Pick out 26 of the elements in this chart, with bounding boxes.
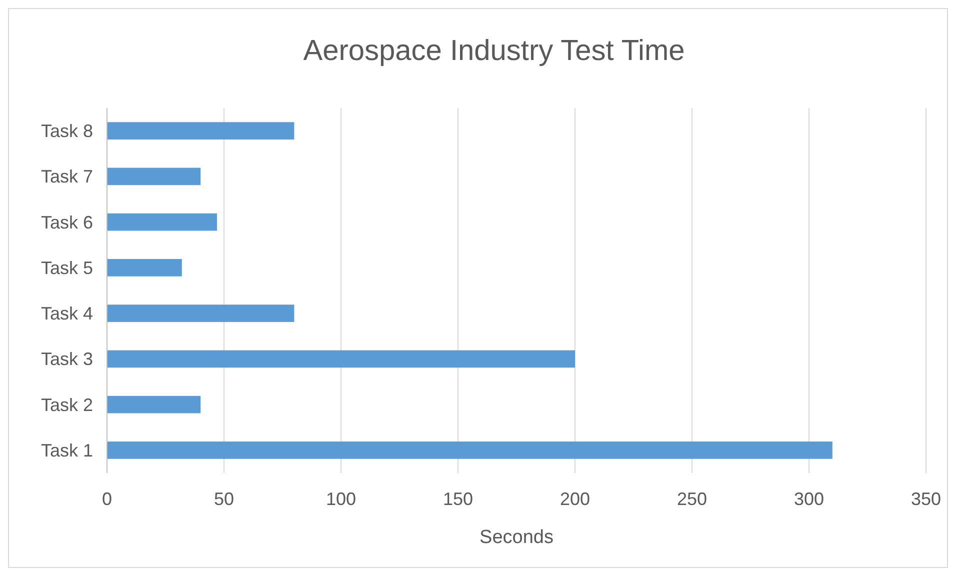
bar: [107, 350, 575, 368]
bar: [107, 304, 294, 322]
y-tick-label: Task 7: [40, 166, 93, 187]
y-tick-label: Task 5: [40, 258, 93, 278]
x-tick-label: 350: [910, 489, 942, 509]
x-tick-label: 150: [442, 489, 474, 509]
bar: [107, 396, 201, 414]
bar: [107, 122, 294, 140]
y-tick-label: Task 4: [40, 304, 93, 324]
x-tick-label: 300: [794, 489, 824, 509]
bar: [107, 168, 201, 186]
x-tick-label: 250: [676, 489, 708, 509]
x-tick-label: 50: [214, 489, 234, 509]
x-tick-label: 200: [560, 489, 590, 509]
x-tick-label: 100: [326, 489, 356, 509]
y-tick-label: Task 3: [40, 349, 93, 370]
bar: [107, 259, 182, 276]
x-tick-label: 0: [102, 489, 112, 509]
y-tick-label: Task 2: [40, 394, 93, 415]
chart-title: Aerospace Industry Test Time: [303, 35, 685, 67]
y-tick-label: Task 6: [40, 212, 93, 232]
y-tick-label: Task 1: [40, 440, 93, 460]
bar: [107, 442, 832, 459]
bar: [107, 213, 217, 231]
y-tick-label: Task 8: [40, 121, 93, 142]
x-axis-title: Seconds: [480, 527, 554, 548]
